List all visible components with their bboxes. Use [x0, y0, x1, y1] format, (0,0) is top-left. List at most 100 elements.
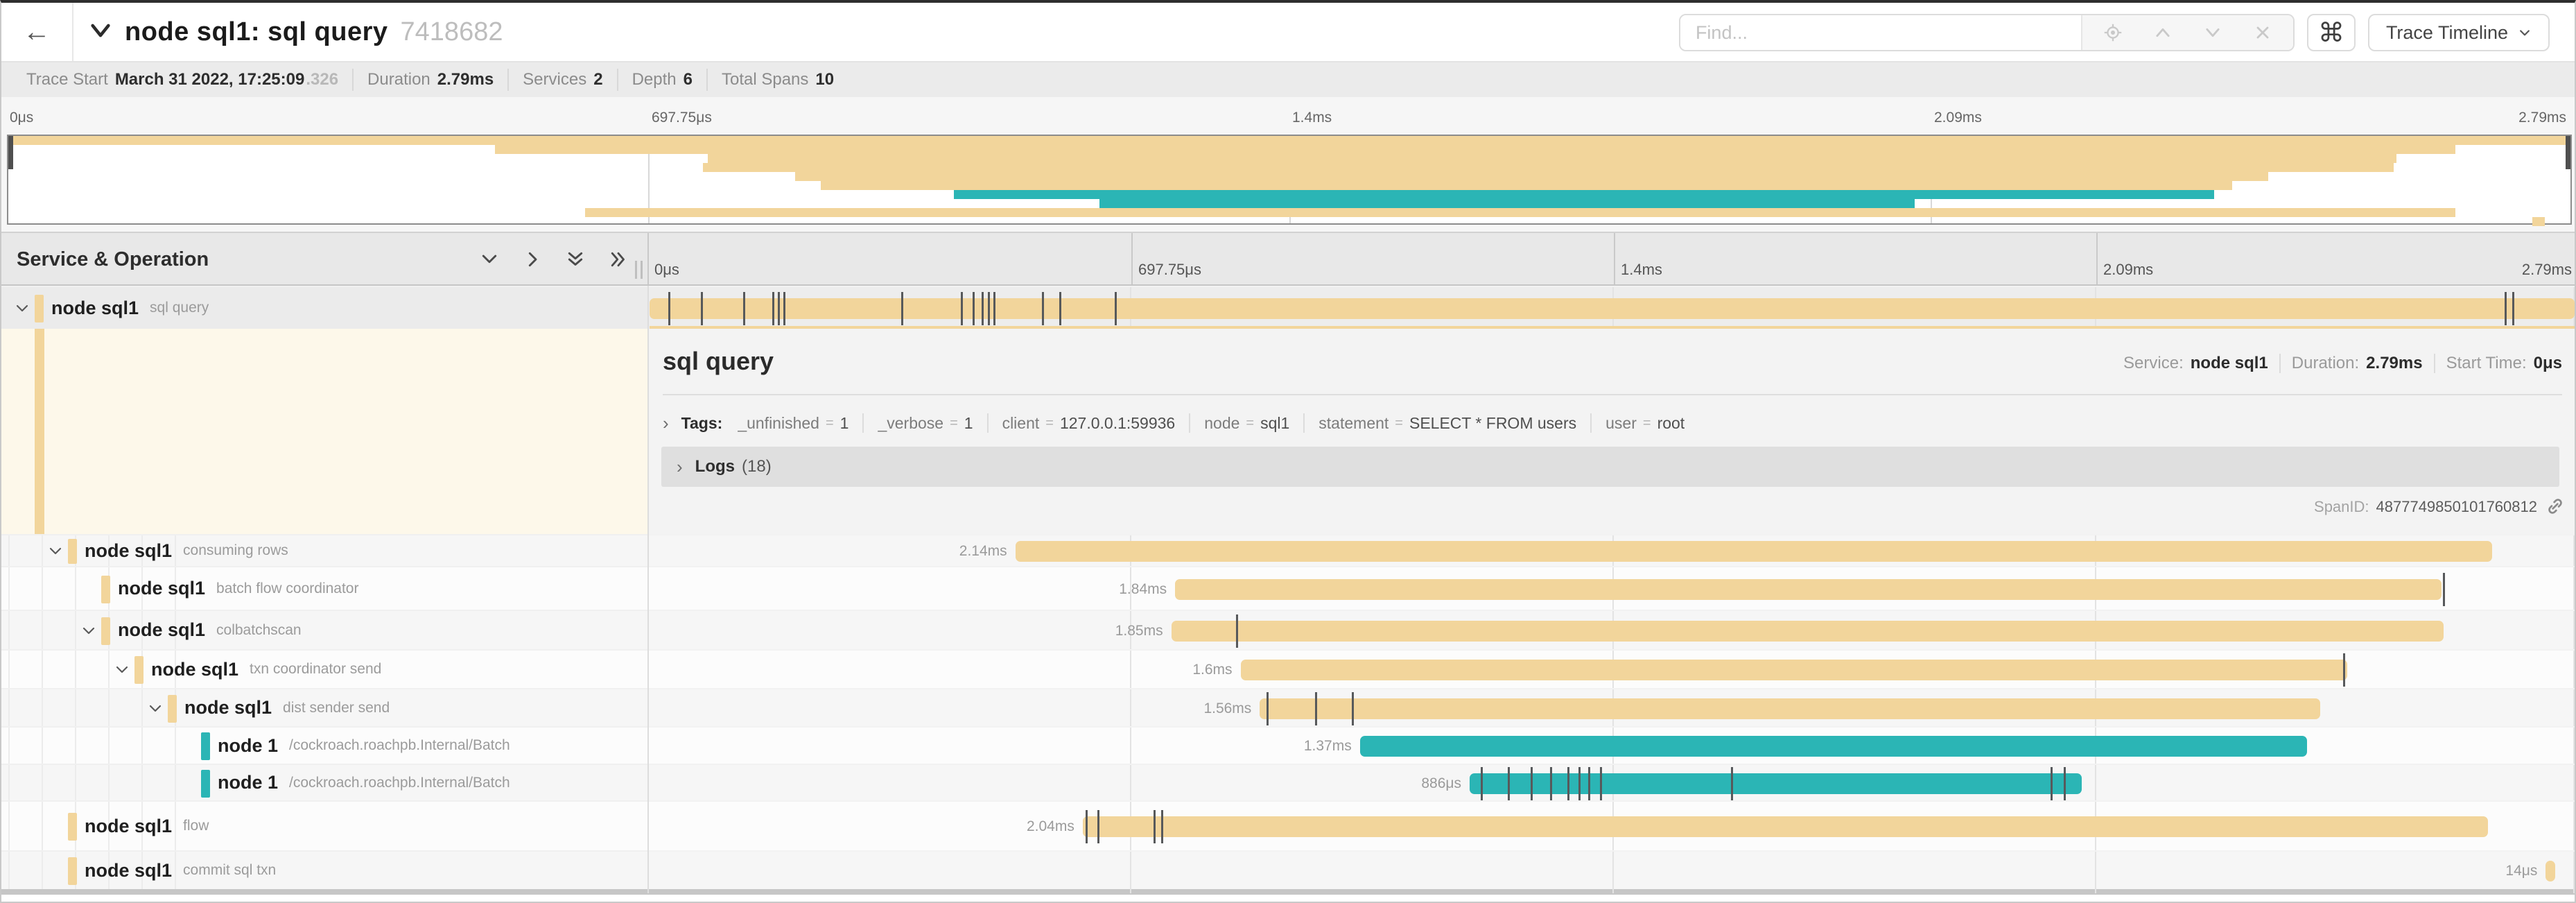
span-collapse-icon[interactable]	[14, 300, 31, 317]
log-marker	[2064, 766, 2066, 800]
service-name: node sql1	[184, 697, 272, 718]
find-prev-icon[interactable]	[2153, 23, 2173, 42]
locate-icon[interactable]	[2103, 23, 2123, 42]
minimap-span-row	[1099, 199, 1915, 208]
duration-label: Duration	[367, 70, 430, 89]
service-color-bar	[101, 617, 110, 645]
log-marker	[1507, 766, 1510, 800]
minimap-right-scrubber[interactable]	[2566, 136, 2570, 169]
service-color-bar	[35, 295, 44, 322]
tree-row-flow[interactable]: node sql1 flow	[1, 800, 647, 850]
back-button[interactable]: ←	[1, 3, 73, 61]
span-bar-batch-flow-coordinator[interactable]	[1175, 578, 2442, 600]
log-marker	[1578, 766, 1581, 800]
find-next-icon[interactable]	[2203, 23, 2222, 42]
log-marker	[1599, 766, 1602, 800]
span-bar--cockroach-roachpb-internal-batch[interactable]	[1359, 736, 2307, 757]
tree-row-colbatchscan[interactable]: node sql1 colbatchscan	[1, 610, 647, 649]
logs-toggle-row[interactable]: › Logs (18)	[661, 447, 2559, 487]
span-detail-card: sql query Service: node sql1 Duration: 2…	[647, 329, 2575, 534]
tag-node: node = sql1	[1204, 413, 1290, 432]
tree-row--cockroach-roachpb-internal-batch[interactable]: node 1/cockroach.roachpb.Internal/Batch	[1, 726, 647, 764]
total-spans-label: Total Spans	[721, 70, 809, 89]
span-bar-commit-sql-txn[interactable]	[2545, 861, 2556, 882]
minimap-tick: 1.4ms	[1292, 110, 1332, 126]
log-marker	[2443, 572, 2446, 606]
chevron-right-icon: ›	[663, 412, 669, 433]
span-bar-consuming-rows[interactable]	[1015, 541, 2492, 562]
tree-row-batch-flow-coordinator[interactable]: node sql1 batch flow coordinator	[1, 566, 647, 610]
tree-controls	[477, 247, 631, 272]
collapse-all-icon[interactable]	[563, 247, 588, 272]
total-spans-value: 10	[815, 70, 835, 89]
keyboard-shortcuts-button[interactable]: ⌘	[2306, 14, 2356, 51]
find-input[interactable]	[1680, 15, 2081, 50]
span-bar-colbatchscan[interactable]	[1171, 620, 2444, 642]
logs-label: Logs	[695, 457, 735, 476]
log-marker	[1115, 292, 1117, 325]
log-marker	[1480, 766, 1483, 800]
minimap-left-scrubber[interactable]	[8, 136, 13, 169]
detail-service: Service: node sql1	[2112, 354, 2281, 373]
service-color-bar	[201, 732, 210, 760]
log-marker	[783, 292, 786, 325]
service-color-bar	[201, 769, 210, 798]
bottom-scrollbar[interactable]	[1, 889, 2575, 895]
span-collapse-icon[interactable]	[147, 700, 164, 717]
tree-row-dist-sender-send[interactable]: node sql1 dist sender send	[1, 688, 647, 726]
find-clear-icon[interactable]	[2253, 23, 2272, 42]
tree-row--cockroach-roachpb-internal-batch[interactable]: node 1/cockroach.roachpb.Internal/Batch	[1, 764, 647, 800]
span-bar-flow[interactable]	[1082, 816, 2489, 837]
log-marker	[900, 292, 903, 325]
ruler-tick: 1.4ms	[1621, 261, 1662, 278]
span-link-icon[interactable]	[2544, 495, 2566, 517]
expand-one-icon[interactable]	[520, 247, 545, 272]
trace-minimap: 0μs 697.75μs 1.4ms 2.09ms 2.79ms	[1, 97, 2575, 232]
minimap-span-row	[794, 172, 2268, 181]
operation-name: colbatchscan	[216, 621, 302, 638]
span-bar-sql-query[interactable]	[650, 298, 2575, 319]
trace-start-ms: .326	[306, 70, 339, 89]
timeline-row: 2.04ms	[647, 800, 2575, 850]
tree-row-consuming-rows[interactable]: node sql1 consuming rows	[1, 534, 647, 566]
panel-resize-grip[interactable]	[635, 261, 643, 279]
minimap-tick: 0μs	[10, 110, 34, 126]
tag-user: user = root	[1605, 413, 1685, 432]
minimap-span-row	[8, 136, 2570, 145]
ruler-tick: 2.09ms	[2103, 261, 2154, 278]
tree-row-label: node sql1 sql query	[51, 287, 209, 329]
span-duration-label: 1.84ms	[1119, 580, 1167, 597]
log-marker	[1086, 810, 1088, 843]
tree-row-label: node sql1 consuming rows	[85, 535, 288, 566]
log-marker	[1267, 691, 1269, 725]
span-bar-dist-sender-send[interactable]	[1260, 698, 2321, 719]
ruler-cell: 697.75μs	[1131, 233, 1614, 284]
span-collapse-icon[interactable]	[80, 623, 97, 639]
tree-guide-line	[108, 534, 110, 889]
header-actions: ⌘ Trace Timeline	[1678, 14, 2550, 51]
span-bar-txn-coordinator-send[interactable]	[1240, 660, 2348, 680]
tree-row-sql-query[interactable]: node sql1 sql query	[1, 286, 647, 329]
minimap-canvas[interactable]	[7, 135, 2572, 226]
panel-divider[interactable]	[647, 286, 649, 893]
tags-toggle-row[interactable]: › Tags: _unfinished = 1 _verbose = 1 client = 12…	[663, 406, 1685, 440]
collapse-trace-icon[interactable]	[89, 19, 112, 46]
span-bar--cockroach-roachpb-internal-batch[interactable]	[1470, 773, 2082, 794]
span-collapse-icon[interactable]	[47, 543, 64, 560]
detail-start-time: Start Time: 0μs	[2446, 354, 2562, 372]
view-selector-button[interactable]: Trace Timeline	[2367, 14, 2550, 51]
tag--verbose: _verbose = 1	[878, 413, 973, 432]
logs-count: (18)	[742, 457, 772, 476]
log-marker	[1567, 766, 1569, 800]
tree-row-commit-sql-txn[interactable]: node sql1 commit sql txn	[1, 850, 647, 889]
expand-all-icon[interactable]	[606, 247, 631, 272]
timeline-row	[647, 286, 2575, 329]
service-color-bar	[134, 656, 143, 684]
row-stripe	[1, 764, 2575, 800]
collapse-one-icon[interactable]	[477, 247, 502, 272]
ruler-cell: 2.09ms 2.79ms	[2096, 233, 2575, 284]
trace-total-spans: Total Spans 10	[708, 69, 848, 91]
tree-row-txn-coordinator-send[interactable]: node sql1 txn coordinator send	[1, 649, 647, 688]
span-collapse-icon[interactable]	[114, 662, 130, 678]
span-duration-label: 1.6ms	[1192, 662, 1233, 678]
